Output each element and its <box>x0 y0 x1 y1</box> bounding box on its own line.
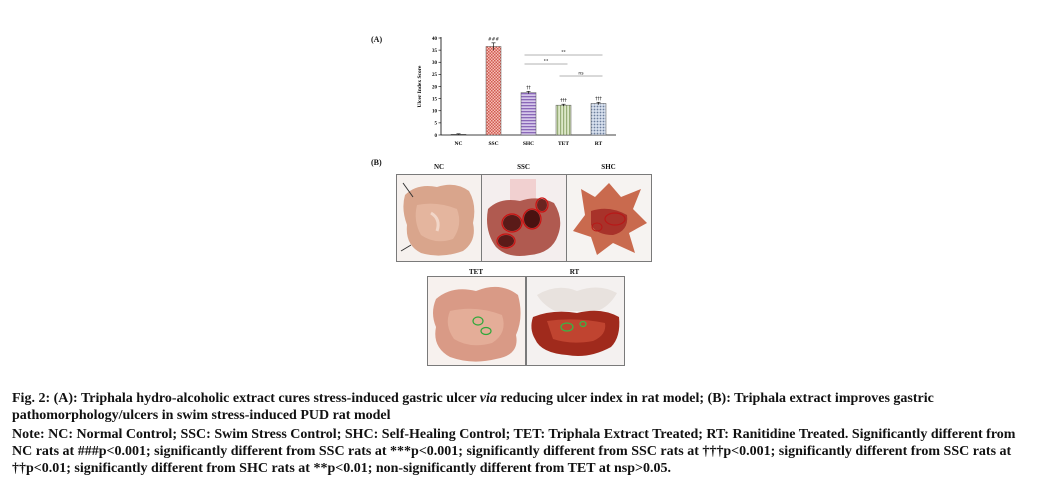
x-tick-label-nc: NC <box>455 141 463 147</box>
panel-a-label: (A) <box>371 35 383 44</box>
bar-annotation-shc: †† <box>526 85 531 91</box>
y-tick-label-2: 10 <box>432 110 438 115</box>
caption-title: Fig. 2: (A): Triphala hydro-alcoholic ex… <box>12 391 934 423</box>
x-tick-label-rt: RT <box>595 141 603 147</box>
y-tick-label-5: 25 <box>432 73 438 78</box>
y-tick-label-6: 30 <box>432 61 438 66</box>
y-tick-label-8: 40 <box>432 37 438 42</box>
y-tick-label-3: 15 <box>432 97 438 102</box>
y-tick-label-7: 35 <box>432 49 438 54</box>
x-tick-label-shc: SHC <box>523 141 534 147</box>
stomach-image-tet <box>427 276 526 366</box>
y-tick-label-0: 0 <box>435 134 438 139</box>
bar-ssc <box>485 46 502 136</box>
stomach-image-ssc <box>481 174 567 262</box>
bar-tet <box>555 104 572 136</box>
bar-annotation-ssc: ### <box>488 36 500 42</box>
y-axis-label: Ulcer Index Score <box>417 65 423 108</box>
stomach-image-rt <box>526 276 625 366</box>
y-tick-label-4: 20 <box>432 85 438 90</box>
comparison-label-0: ** <box>561 50 566 56</box>
photo-label-nc: NC <box>433 163 445 171</box>
caption-note: Note: NC: Normal Control; SSC: Swim Stre… <box>12 427 1016 476</box>
bar-annotation-tet: ††† <box>560 98 568 104</box>
figure-caption: Fig. 2: (A): Triphala hydro-alcoholic ex… <box>12 390 1032 477</box>
comparison-label-2: ns <box>578 72 584 77</box>
bar-shc <box>520 92 537 136</box>
ulcer-index-bar-chart: 0 5 10 15 20 25 30 35 40 Ulcer Index Score NC SSC ##… <box>417 36 616 147</box>
stomach-image-nc <box>396 174 482 262</box>
photo-label-shc: SHC <box>601 163 616 171</box>
y-tick-label-1: 5 <box>435 122 438 127</box>
photo-label-rt: RT <box>569 268 580 276</box>
stomach-image-shc <box>566 174 652 262</box>
panel-b-label: (B) <box>371 158 382 167</box>
x-tick-label-ssc: SSC <box>488 141 498 147</box>
bar-rt <box>590 103 607 136</box>
photo-label-tet: TET <box>468 268 483 276</box>
photo-label-ssc: SSC <box>517 163 530 171</box>
comparison-label-1: ** <box>544 59 549 65</box>
bar-annotation-rt: ††† <box>595 96 603 102</box>
x-tick-label-tet: TET <box>558 141 569 147</box>
